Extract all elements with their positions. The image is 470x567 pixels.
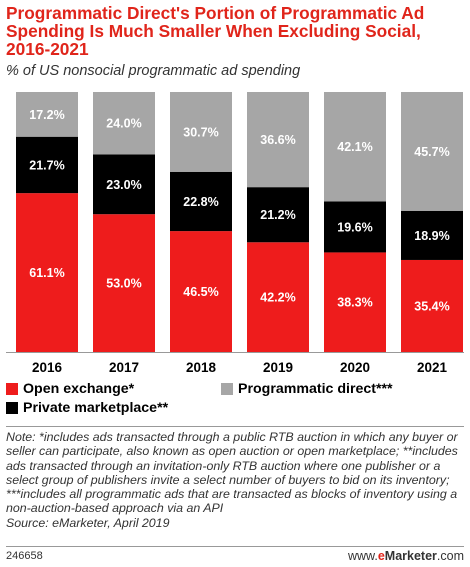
data-label-programmatic-direct-2020: 42.1% (337, 140, 372, 154)
data-label-private-marketplace-2016: 21.7% (29, 158, 64, 172)
data-label-private-marketplace-2021: 18.9% (414, 229, 449, 243)
x-tick-label-2020: 2020 (340, 360, 370, 375)
data-label-open-exchange-2019: 42.2% (260, 291, 295, 305)
bar-programmatic-direct-2016 (16, 92, 78, 137)
data-label-programmatic-direct-2021: 45.7% (414, 145, 449, 159)
brand-suffix: .com (436, 549, 464, 563)
data-label-open-exchange-2021: 35.4% (414, 299, 449, 313)
data-label-open-exchange-2020: 38.3% (337, 296, 372, 310)
bar-private-marketplace-2018 (170, 171, 232, 232)
bar-open-exchange-2021 (401, 259, 463, 352)
bar-open-exchange-2020 (324, 252, 386, 352)
bar-private-marketplace-2019 (247, 187, 309, 243)
data-label-programmatic-direct-2019: 36.6% (260, 133, 295, 147)
bar-programmatic-direct-2021 (401, 92, 463, 211)
bar-open-exchange-2016 (16, 193, 78, 352)
chart-subtitle: % of US nonsocial programmatic ad spendi… (6, 63, 301, 79)
bar-private-marketplace-2020 (324, 201, 386, 253)
footnote: Note: *includes ads transacted through a… (6, 430, 458, 516)
data-label-open-exchange-2018: 46.5% (183, 285, 218, 299)
legend-private-marketplace: Private marketplace** (6, 400, 168, 416)
chart-id: 246658 (6, 550, 43, 562)
brand-prefix: www. (347, 549, 378, 563)
x-tick-label-2016: 2016 (32, 360, 63, 375)
data-label-open-exchange-2017: 53.0% (106, 277, 141, 291)
legend-label-private-marketplace: Private marketplace** (23, 400, 169, 416)
brand-main: Marketer (384, 549, 437, 563)
bar-open-exchange-2017 (93, 214, 155, 352)
legend-open-exchange: Open exchange* (6, 381, 134, 397)
bar-programmatic-direct-2019 (247, 92, 309, 188)
x-tick-label-2017: 2017 (109, 360, 139, 375)
x-tick-label-2021: 2021 (417, 360, 448, 375)
bar-programmatic-direct-2020 (324, 92, 386, 202)
bar-programmatic-direct-2017 (93, 92, 155, 155)
x-tick-label-2018: 2018 (186, 360, 217, 375)
legend-swatch-programmatic-direct (221, 383, 233, 395)
bar-programmatic-direct-2018 (170, 92, 232, 172)
legend-programmatic-direct: Programmatic direct*** (221, 381, 393, 397)
bar-private-marketplace-2016 (16, 136, 78, 194)
notes-section: Note: *includes ads transacted through a… (6, 426, 464, 547)
data-label-programmatic-direct-2017: 24.0% (106, 117, 141, 131)
legend-swatch-private-marketplace (6, 402, 18, 414)
legend-swatch-open-exchange (6, 383, 18, 395)
bar-open-exchange-2018 (170, 231, 232, 352)
source-line: Source: eMarketer, April 2019 (6, 515, 170, 530)
brand-accent: e (377, 549, 385, 563)
legend-label-open-exchange: Open exchange* (23, 381, 135, 397)
brand-link[interactable]: www.eMarketer.com (348, 549, 464, 563)
data-label-programmatic-direct-2016: 17.2% (29, 108, 64, 122)
bar-private-marketplace-2021 (401, 210, 463, 260)
data-label-private-marketplace-2020: 19.6% (337, 220, 372, 234)
legend-label-programmatic-direct: Programmatic direct*** (238, 381, 393, 397)
chart-title: Programmatic Direct's Portion of Program… (6, 3, 425, 59)
data-label-open-exchange-2016: 61.1% (29, 266, 64, 280)
bar-private-marketplace-2017 (93, 154, 155, 215)
bar-open-exchange-2019 (247, 242, 309, 352)
data-label-private-marketplace-2019: 21.2% (260, 208, 295, 222)
data-label-private-marketplace-2017: 23.0% (106, 178, 141, 192)
data-label-private-marketplace-2018: 22.8% (183, 195, 218, 209)
data-label-programmatic-direct-2018: 30.7% (183, 125, 218, 139)
x-tick-label-2019: 2019 (263, 360, 293, 375)
